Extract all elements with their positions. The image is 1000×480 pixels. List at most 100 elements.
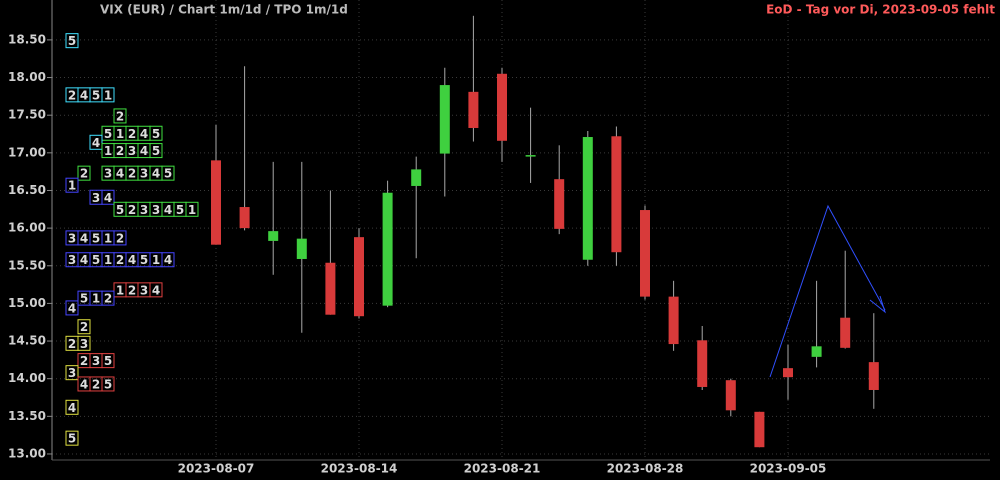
tpo-letter: 3: [68, 231, 76, 245]
tpo-profile: 52 4 5 125 1 2 4 541 2 3 4 52 3 4 2 3 4 513 45 2 3 3 4 5 13 4 5 1 23…: [65, 33, 199, 446]
y-tick-label: 14.00: [8, 371, 46, 385]
candle-body: [525, 155, 536, 157]
tpo-letter: 5: [152, 127, 160, 141]
candle-body: [640, 210, 650, 297]
tpo-letter: 3: [152, 203, 160, 217]
tpo-letter: 4: [164, 203, 172, 217]
candle-body: [754, 411, 765, 448]
x-tick-label: 2023-08-14: [321, 462, 398, 476]
tpo-letter: 4: [80, 377, 88, 391]
tpo-box: [101, 189, 115, 205]
tpo-letter: 1: [92, 292, 100, 306]
tpo-letter: 2: [128, 203, 136, 217]
tpo-box: [149, 143, 163, 159]
tpo-letter: 3: [68, 366, 76, 380]
tpo-letter: 4: [104, 191, 112, 205]
candle-body: [268, 231, 279, 241]
candle-body: [468, 91, 479, 128]
tpo-box: [65, 365, 79, 381]
tpo-letter: 5: [92, 253, 100, 267]
tpo-box: [89, 134, 103, 150]
tpo-letter: 1: [104, 88, 112, 102]
candle-body: [582, 137, 593, 260]
y-tick-label: 13.00: [8, 446, 46, 460]
y-tick-label: 15.50: [8, 258, 46, 272]
candle-body: [354, 237, 364, 317]
x-tick-label: 2023-08-07: [178, 462, 255, 476]
tpo-box: [113, 230, 127, 246]
tpo-letter: 4: [140, 127, 148, 141]
tpo-box: [149, 125, 163, 141]
tpo-letter: 2: [128, 283, 136, 297]
tpo-letter: 3: [92, 191, 100, 205]
tpo-letter: 4: [116, 167, 124, 181]
candle-body: [211, 160, 221, 245]
tpo-letter: 1: [104, 144, 112, 158]
tpo-letter: 3: [140, 167, 148, 181]
tpo-letter: 1: [68, 179, 76, 193]
tpo-letter: 5: [92, 231, 100, 245]
candle-body: [725, 380, 736, 411]
tpo-letter: 4: [80, 253, 88, 267]
candle-body: [239, 207, 250, 229]
tpo-box: [101, 376, 115, 392]
arrow-head: [869, 295, 886, 314]
tpo-box: [185, 201, 199, 217]
tpo-letter: 1: [188, 203, 196, 217]
tpo-letter: 2: [128, 127, 136, 141]
candle-body: [811, 346, 822, 357]
tpo-letter: 2: [68, 88, 76, 102]
tpo-box: [65, 399, 79, 415]
chart-title: VIX (EUR) / Chart 1m/1d / TPO 1m/1d: [100, 3, 348, 17]
tpo-letter: 2: [116, 144, 124, 158]
tpo-letter: 5: [164, 167, 172, 181]
y-tick-label: 18.00: [8, 70, 46, 84]
tpo-letter: 2: [68, 337, 76, 351]
tpo-letter: 4: [80, 231, 88, 245]
tpo-box: [77, 319, 91, 335]
grid: [52, 0, 990, 460]
candle-body: [411, 169, 422, 186]
tpo-box: [101, 87, 115, 103]
tpo-letter: 3: [140, 283, 148, 297]
tpo-letter: 5: [104, 354, 112, 368]
tpo-letter: 4: [152, 283, 160, 297]
candle-body: [611, 136, 622, 253]
tpo-letter: 5: [116, 203, 124, 217]
tpo-box: [77, 165, 91, 181]
tpo-letter: 5: [176, 203, 184, 217]
tpo-letter: 5: [152, 144, 160, 158]
tpo-box: [101, 290, 115, 306]
tpo-box: [101, 353, 115, 369]
tpo-letter: 2: [80, 354, 88, 368]
tpo-letter: 2: [128, 167, 136, 181]
y-tick-label: 17.00: [8, 145, 46, 159]
candles: [211, 15, 879, 448]
tpo-letter: 3: [80, 337, 88, 351]
tpo-letter: 3: [92, 354, 100, 368]
tpo-letter: 1: [116, 127, 124, 141]
tpo-letter: 2: [116, 253, 124, 267]
x-tick-label: 2023-08-21: [464, 462, 541, 476]
tpo-letter: 4: [152, 167, 160, 181]
tpo-letter: 2: [80, 320, 88, 334]
tpo-box: [77, 335, 91, 351]
candle-body: [382, 192, 393, 306]
tpo-letter: 2: [80, 167, 88, 181]
candle-body: [439, 85, 450, 154]
tpo-box: [161, 252, 175, 268]
tpo-letter: 3: [104, 167, 112, 181]
tpo-letter: 4: [128, 253, 136, 267]
tpo-box: [161, 165, 175, 181]
y-tick-label: 14.50: [8, 334, 46, 348]
y-tick-label: 16.00: [8, 221, 46, 235]
tpo-letter: 5: [80, 292, 88, 306]
candle-body: [497, 73, 507, 141]
tpo-letter: 5: [104, 127, 112, 141]
tpo-letter: 5: [104, 377, 112, 391]
tpo-letter: 3: [128, 144, 136, 158]
tpo-letter: 2: [92, 377, 100, 391]
tpo-letter: 3: [68, 253, 76, 267]
candle-body: [840, 317, 851, 348]
